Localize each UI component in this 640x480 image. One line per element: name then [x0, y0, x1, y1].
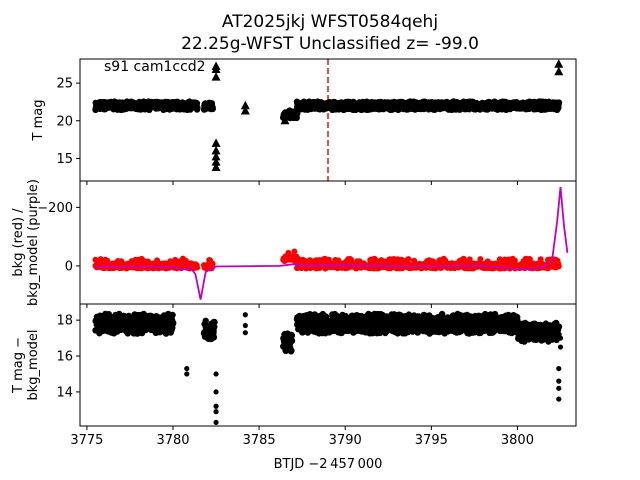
- triangle-point: [211, 151, 221, 161]
- y-tick-label: 16: [56, 350, 73, 365]
- data-point: [288, 347, 295, 354]
- triangle-point: [282, 111, 292, 121]
- x-tick-label: 3785: [243, 433, 276, 448]
- data-point: [169, 311, 176, 319]
- data-point: [555, 323, 563, 330]
- chart-title-line2: 22.25g-WFST Unclassified z= -99.0: [181, 34, 479, 54]
- data-point: [294, 255, 301, 262]
- x-tick-label: 3790: [329, 433, 362, 448]
- y-axis-label-line: bkg (red) /: [11, 208, 26, 277]
- data-point: [210, 334, 218, 341]
- data-point: [405, 256, 412, 263]
- data-point: [184, 365, 190, 372]
- data-point: [170, 319, 177, 327]
- data-point: [97, 256, 104, 263]
- plot-area-bottom: [92, 310, 564, 426]
- y-axis-label-line: bkg_model: [26, 329, 41, 400]
- triangle-point: [211, 162, 221, 171]
- y-axis-label: T mag: [31, 100, 46, 142]
- data-point: [555, 263, 562, 270]
- panel-bottom: 14 16 18 3775 3780 3785 3790 3795 3800 T mag −bkg…: [11, 303, 577, 448]
- data-point: [242, 312, 248, 318]
- y-axis-label-line: T mag: [31, 100, 46, 142]
- data-point: [288, 337, 296, 344]
- series-line-bkg_model: [95, 186, 569, 300]
- triangle-point: [211, 145, 221, 155]
- data-point: [556, 385, 562, 391]
- triangle-point: [211, 61, 221, 71]
- data-point: [496, 256, 503, 263]
- data-point: [194, 264, 201, 271]
- data-point: [213, 419, 219, 426]
- data-point: [466, 256, 473, 263]
- y-axis-label-line: bkg_model (purple): [26, 179, 41, 306]
- x-tick-label: 3775: [70, 433, 103, 448]
- triangle-point: [240, 100, 250, 110]
- x-axis-label: BTJD −2 457 000: [274, 457, 383, 472]
- x-tick-label: 3780: [156, 433, 189, 448]
- triangle-point: [211, 72, 221, 81]
- y-tick-label: 25: [56, 77, 73, 92]
- y-tick-label: 20: [56, 114, 73, 129]
- panel-top: 15 20 25 T mag s91 cam1ccd2: [31, 58, 577, 185]
- data-point: [202, 317, 209, 324]
- data-point: [213, 371, 219, 377]
- data-point: [477, 256, 484, 263]
- triangle-point: [211, 138, 221, 147]
- data-point: [291, 248, 298, 255]
- data-point: [557, 335, 564, 341]
- triangle-point: [554, 59, 564, 68]
- y-axis-label: T mag −bkg_model: [11, 329, 41, 400]
- x-tick-label: 3795: [415, 433, 448, 448]
- data-point: [209, 260, 216, 267]
- data-point: [242, 330, 248, 336]
- data-point: [557, 344, 564, 350]
- y-tick-label: 15: [56, 152, 73, 167]
- data-point: [213, 389, 219, 395]
- data-point: [194, 104, 201, 111]
- data-point: [556, 396, 562, 402]
- data-point: [213, 409, 219, 415]
- y-axis-label: bkg (red) /bkg_model (purple): [11, 179, 41, 306]
- y-axis-label-line: T mag −: [11, 337, 26, 394]
- data-point: [537, 256, 544, 263]
- data-point: [511, 257, 518, 264]
- data-point: [282, 348, 288, 354]
- y-tick-label: 14: [56, 385, 73, 400]
- data-point: [211, 318, 218, 326]
- data-point: [209, 105, 216, 113]
- data-point: [213, 403, 219, 409]
- triangle-point: [554, 66, 564, 76]
- data-point: [556, 378, 562, 384]
- triangle-point: [240, 105, 250, 115]
- axes-frame: [79, 303, 577, 427]
- plot-area-middle: [92, 186, 569, 300]
- data-point: [282, 340, 288, 347]
- y-tick-label: 18: [56, 314, 73, 329]
- data-point: [211, 323, 218, 331]
- y-tick-label: 0: [65, 259, 73, 274]
- panel-annotation: s91 cam1ccd2: [104, 59, 206, 75]
- x-tick-label: 3800: [501, 433, 534, 448]
- plot-area-top: [92, 59, 564, 181]
- data-point: [556, 365, 562, 372]
- chart-title-line1: AT2025jkj WFST0584qehj: [222, 12, 438, 32]
- triangle-point: [211, 157, 221, 166]
- data-point: [242, 322, 248, 329]
- data-point: [288, 332, 295, 339]
- y-tick-label: −200: [37, 201, 73, 216]
- data-point: [184, 371, 190, 377]
- data-point: [555, 99, 563, 106]
- axes-frame: [79, 180, 577, 305]
